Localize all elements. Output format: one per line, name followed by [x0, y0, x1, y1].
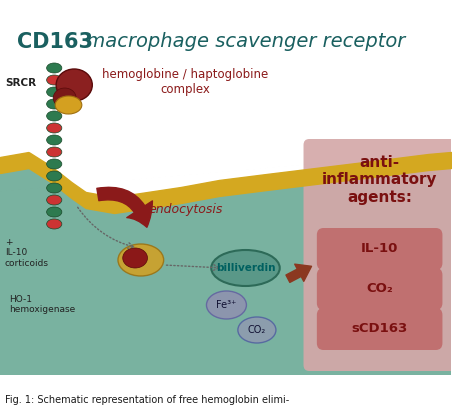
FancyArrowPatch shape: [286, 264, 311, 282]
Polygon shape: [0, 160, 451, 375]
Ellipse shape: [46, 123, 62, 133]
Ellipse shape: [53, 88, 76, 108]
Ellipse shape: [46, 99, 62, 109]
Ellipse shape: [46, 207, 62, 217]
Text: +
IL-10
corticoids: + IL-10 corticoids: [5, 238, 49, 268]
FancyBboxPatch shape: [317, 268, 442, 310]
Text: Fig. 1: Schematic representation of free hemoglobin elimi-: Fig. 1: Schematic representation of free…: [5, 395, 289, 405]
Ellipse shape: [46, 111, 62, 121]
Ellipse shape: [46, 147, 62, 157]
Text: billiverdin: billiverdin: [216, 263, 275, 273]
FancyBboxPatch shape: [317, 308, 442, 350]
Text: anti-
inflammatory
agents:: anti- inflammatory agents:: [322, 155, 438, 205]
Ellipse shape: [207, 291, 246, 319]
Ellipse shape: [46, 63, 62, 73]
Ellipse shape: [46, 135, 62, 145]
Ellipse shape: [46, 183, 62, 193]
Text: sCD163: sCD163: [352, 323, 408, 335]
Ellipse shape: [46, 87, 62, 97]
Text: macrophage scavenger receptor: macrophage scavenger receptor: [80, 32, 405, 51]
Text: IL-10: IL-10: [361, 243, 398, 256]
Text: CD163: CD163: [17, 32, 93, 52]
FancyBboxPatch shape: [303, 139, 456, 371]
Ellipse shape: [123, 248, 147, 268]
Ellipse shape: [238, 317, 276, 343]
Text: CO₂: CO₂: [366, 283, 393, 295]
Ellipse shape: [46, 195, 62, 205]
Ellipse shape: [46, 171, 62, 181]
FancyBboxPatch shape: [317, 228, 442, 270]
Ellipse shape: [55, 96, 82, 114]
Text: hemoglobine / haptoglobine
complex: hemoglobine / haptoglobine complex: [102, 68, 269, 96]
Text: HO-1
hemoxigenase: HO-1 hemoxigenase: [9, 295, 76, 315]
Text: endocytosis: endocytosis: [148, 204, 223, 216]
Text: SRCR: SRCR: [5, 78, 36, 88]
Ellipse shape: [46, 75, 62, 85]
Text: Fe³⁺: Fe³⁺: [216, 300, 237, 310]
Ellipse shape: [46, 159, 62, 169]
Ellipse shape: [211, 250, 280, 286]
Text: CO₂: CO₂: [248, 325, 266, 335]
FancyArrowPatch shape: [97, 187, 153, 227]
Ellipse shape: [118, 244, 164, 276]
Ellipse shape: [56, 69, 92, 101]
Ellipse shape: [46, 219, 62, 229]
